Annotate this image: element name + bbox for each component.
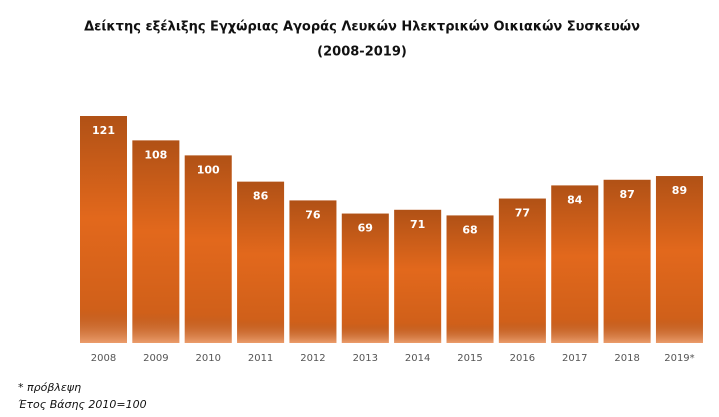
x-tick-label: 2008 — [91, 353, 116, 364]
value-label: 121 — [92, 124, 115, 137]
x-tick-label: 2010 — [195, 353, 220, 364]
bar-shade — [394, 209, 442, 343]
value-label: 86 — [253, 190, 269, 203]
bar-shade — [341, 213, 389, 343]
bar-shade — [184, 155, 232, 343]
bar-shade — [237, 181, 285, 343]
value-label: 108 — [144, 148, 167, 161]
x-tick-label: 2015 — [457, 353, 482, 364]
bar-shade — [446, 215, 494, 343]
bar-shade — [289, 200, 337, 343]
chart-subtitle: (2008-2019) — [317, 45, 407, 60]
value-label: 100 — [197, 163, 220, 176]
value-label: 87 — [619, 188, 634, 201]
x-tick-label: 2019* — [664, 353, 694, 364]
value-label: 77 — [515, 207, 530, 220]
note: Έτος Βάσης 2010=100 — [18, 398, 147, 411]
x-tick-label: 2012 — [300, 353, 325, 364]
value-label: 76 — [305, 208, 321, 221]
value-label: 89 — [672, 184, 687, 197]
x-tick-label: 2013 — [353, 353, 378, 364]
x-tick-label: 2017 — [562, 353, 587, 364]
value-label: 69 — [358, 222, 373, 235]
bar-shade — [80, 116, 127, 343]
bar-shade — [655, 176, 703, 343]
value-label: 71 — [410, 218, 425, 231]
x-tick-label: 2016 — [510, 353, 535, 364]
bar-shade — [498, 198, 546, 343]
bar-shade — [551, 185, 599, 343]
value-label: 68 — [462, 223, 477, 236]
x-tick-label: 2018 — [614, 353, 639, 364]
value-label: 84 — [567, 193, 583, 206]
bar-shade — [132, 140, 180, 343]
x-tick-label: 2011 — [248, 353, 273, 364]
chart-title: Δείκτης εξέλιξης Εγχώριας Αγοράς Λευκών … — [84, 20, 640, 35]
bar-shade — [603, 179, 651, 343]
note: * πρόβλεψη — [18, 381, 81, 394]
x-tick-label: 2009 — [143, 353, 168, 364]
x-tick-label: 2014 — [405, 353, 430, 364]
